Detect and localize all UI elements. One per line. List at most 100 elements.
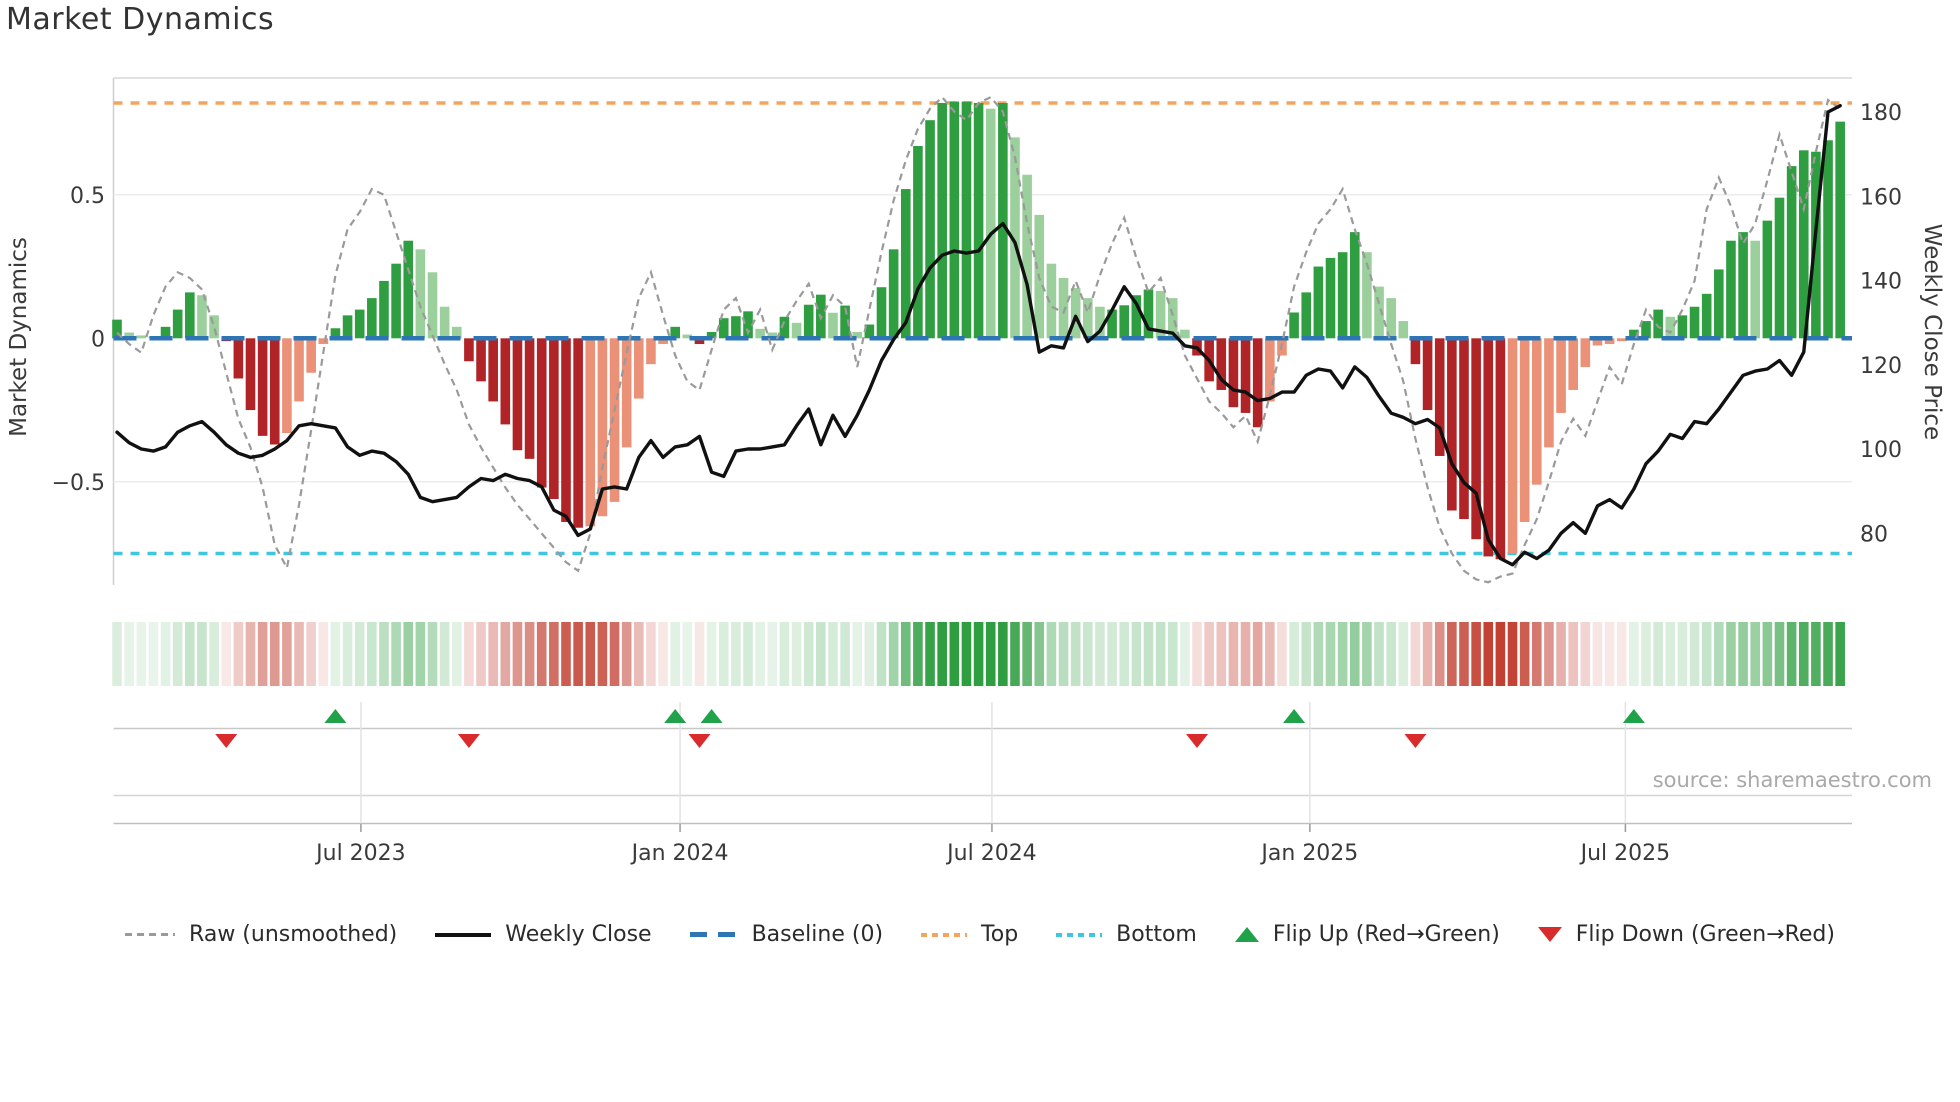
oscillator-bar [342,315,353,339]
oscillator-bar [1398,321,1409,339]
heatmap-cell [549,622,559,686]
oscillator-bar [1653,309,1663,339]
flip-down-marker [1186,734,1209,748]
heatmap-cell [706,622,717,686]
heatmap-cell [1107,622,1117,686]
heatmap-cell [658,622,668,686]
oscillator-bar [512,338,523,451]
oscillator-bar [1325,257,1336,339]
oscillator-bar [233,338,244,379]
oscillator-bar [269,338,280,445]
heatmap-cell [1167,622,1178,686]
heatmap-cell [1434,622,1445,686]
oscillator-bar [1228,338,1239,408]
heatmap-cell [1798,622,1809,686]
oscillator-bar [330,328,341,339]
heatmap-cell [245,622,256,686]
oscillator-bar [973,102,984,339]
heatmap-cell [1519,622,1530,686]
close-line [115,103,1842,567]
heatmap-cell [597,622,608,686]
legend-item-baseline: Baseline (0) [689,922,883,947]
heatmap-cell [500,622,511,686]
heatmap-cell [342,622,353,686]
heatmap-cell [1265,622,1275,686]
oscillator-bar [476,338,486,382]
heatmap-cell [1774,622,1785,686]
heatmap-cell [1471,622,1481,686]
left-axis-tick-label: −0.5 [52,471,105,496]
heatmap-cell [718,622,729,686]
heatmap-cell [1616,622,1627,686]
heatmap-cell [1592,622,1603,686]
heatmap-cell [1689,622,1700,686]
heatmap-cell [731,622,741,686]
heatmap-cell [476,622,486,686]
heatmap-cell [1665,622,1676,686]
heatmap-cell [1204,622,1214,686]
left-axis-tick-label: 0 [91,327,105,352]
source-attribution: source: sharemaestro.com [1652,768,1932,792]
legend-label: Bottom [1116,922,1197,947]
heatmap-cell [367,622,377,686]
oscillator-bar [185,292,195,339]
oscillator-bar [294,338,304,402]
oscillator-bar [1519,338,1530,522]
oscillator-bar [694,338,705,345]
oscillator-bar [1580,338,1591,367]
oscillator-bar [1107,309,1117,339]
heatmap-cell [961,622,972,686]
oscillator-bar [1677,315,1688,339]
heatmap-cell [148,622,159,686]
oscillator-bar [197,295,207,339]
heatmap-cell [1580,622,1591,686]
oscillator-bar [500,338,511,425]
heatmap-cell [160,622,171,686]
oscillator-bar [646,338,656,365]
heatmap-cell [1228,622,1239,686]
heatmap-cell [609,622,620,686]
oscillator-bar [257,338,268,436]
oscillator-bar [791,322,802,339]
heatmap-cell [852,622,863,686]
oscillator-bar [1604,338,1615,345]
oscillator-bar [1835,121,1845,339]
oscillator-bar [1362,252,1372,339]
heatmap-cell [1337,622,1348,686]
oscillator-bar [524,338,535,459]
heatmap-cell [415,622,426,686]
oscillator-bar [1252,338,1263,428]
heatmap-cell [1252,622,1263,686]
flip-up-marker [324,709,347,723]
oscillator-bar [536,338,547,488]
heatmap-cell [1629,622,1639,686]
heatmap-cell [573,622,583,686]
heatmap-cell [488,622,498,686]
oscillator-bar [634,338,644,399]
oscillator-bar [1701,293,1712,339]
oscillator-bar [718,318,729,339]
oscillator-bar [1568,338,1578,390]
flip-up-marker [1622,709,1645,723]
heatmap-cell [1641,622,1651,686]
oscillator-bar [961,101,972,339]
raw-dashed-line-icon [125,933,176,936]
heatmap-cell [524,622,535,686]
oscillator-bar [1240,338,1251,413]
heatmap-cell [1459,622,1469,686]
oscillator-bar [670,326,681,339]
page-title: Market Dynamics [6,2,275,37]
heatmap-cell [1714,622,1724,686]
right-axis-tick-label: 100 [1860,438,1902,463]
heatmap-cell [185,622,195,686]
heatmap-cell [1010,622,1020,686]
heatmap-cell [124,622,134,686]
heatmap-cell [1046,622,1057,686]
heatmap-cell [1277,622,1287,686]
legend-label: Flip Down (Green→Red) [1575,922,1835,947]
oscillator-bar [136,335,147,339]
heatmap-cell [464,622,474,686]
oscillator-bar [1665,316,1676,339]
oscillator-bar [803,304,814,339]
